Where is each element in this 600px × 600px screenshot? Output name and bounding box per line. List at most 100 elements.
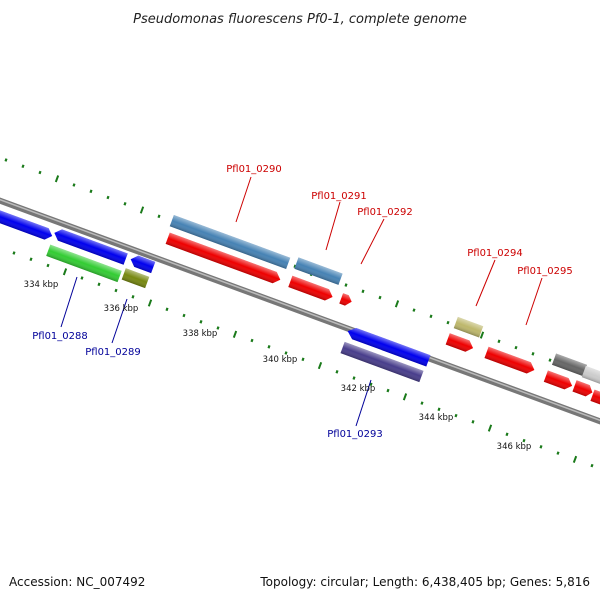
- gene-label-pfl01-0290[interactable]: Pfl01_0290: [226, 164, 282, 175]
- minor-tick: [157, 214, 161, 219]
- minor-tick: [114, 288, 118, 293]
- gene-arrow[interactable]: [340, 341, 424, 383]
- gene-track: [0, 201, 600, 408]
- gene-label-pfl01-0291[interactable]: Pfl01_0291: [311, 191, 367, 202]
- scale-label: 344 kbp: [419, 413, 454, 423]
- major-tick: [62, 268, 68, 276]
- leader-line: [475, 259, 496, 307]
- leader-line: [60, 276, 78, 328]
- minor-tick: [199, 320, 203, 324]
- major-tick: [402, 393, 408, 401]
- minor-tick: [72, 183, 76, 187]
- gene-arrow[interactable]: [346, 326, 431, 367]
- gene-arrow[interactable]: [129, 254, 156, 274]
- minor-tick: [89, 189, 93, 194]
- minor-tick: [548, 358, 552, 362]
- scale-label: 346 kbp: [497, 442, 532, 452]
- gene-arrow[interactable]: [52, 227, 128, 265]
- gene-shading: [130, 255, 156, 274]
- minor-tick: [335, 370, 339, 374]
- minor-tick: [412, 308, 416, 312]
- gene-arrow[interactable]: [169, 214, 291, 270]
- major-tick: [479, 331, 485, 339]
- major-tick: [54, 175, 60, 183]
- minor-tick: [369, 382, 373, 387]
- accession-text: Accession: NC_007492: [9, 575, 145, 589]
- minor-tick: [182, 313, 186, 318]
- gene-arrow[interactable]: [339, 293, 353, 307]
- leader-line: [360, 218, 385, 265]
- gene-shading: [453, 316, 484, 338]
- minor-tick: [267, 345, 271, 349]
- gene-arrow[interactable]: [46, 244, 122, 283]
- gene-arrow[interactable]: [288, 275, 334, 303]
- gene-shading: [288, 275, 333, 301]
- gene-arrow[interactable]: [551, 353, 588, 377]
- minor-tick: [497, 339, 501, 344]
- leader-line: [111, 298, 128, 344]
- gene-arrow[interactable]: [165, 232, 283, 286]
- gene-label-pfl01-0295[interactable]: Pfl01_0295: [517, 266, 573, 277]
- minor-tick: [123, 202, 127, 206]
- gene-label-pfl01-0293[interactable]: Pfl01_0293: [327, 429, 383, 440]
- leader-line: [355, 379, 372, 427]
- gene-arrow[interactable]: [484, 346, 536, 376]
- minor-tick: [446, 320, 450, 325]
- minor-tick: [522, 438, 526, 443]
- minor-tick: [250, 338, 254, 343]
- leader-line: [525, 277, 543, 326]
- minor-tick: [12, 251, 16, 255]
- gene-arrow[interactable]: [572, 380, 594, 398]
- minor-tick: [556, 451, 560, 455]
- minor-tick: [471, 420, 475, 424]
- minor-tick: [386, 388, 390, 393]
- minor-tick: [429, 314, 433, 319]
- minor-tick: [38, 170, 42, 175]
- gene-label-pfl01-0292[interactable]: Pfl01_0292: [357, 207, 413, 218]
- minor-tick: [437, 407, 441, 412]
- gene-label-pfl01-0289[interactable]: Pfl01_0289: [85, 347, 141, 358]
- scale-label: 342 kbp: [341, 384, 376, 394]
- gene-arrow[interactable]: [294, 257, 343, 285]
- gene-shading: [581, 365, 600, 388]
- major-tick: [572, 455, 578, 463]
- gene-arrow[interactable]: [445, 333, 475, 354]
- gene-shading: [0, 201, 53, 240]
- gene-shading: [551, 353, 588, 377]
- gene-arrow[interactable]: [121, 268, 150, 289]
- gene-arrow[interactable]: [453, 316, 484, 338]
- gene-arrow[interactable]: [590, 389, 600, 408]
- minor-tick: [344, 283, 348, 287]
- minor-tick: [361, 289, 365, 294]
- gene-arrow[interactable]: [581, 365, 600, 388]
- gene-shading: [340, 341, 424, 383]
- minor-tick: [97, 282, 101, 287]
- label-leaders: [60, 176, 543, 427]
- minor-tick: [352, 376, 356, 380]
- scale-label: 338 kbp: [183, 329, 218, 339]
- minor-tick: [420, 401, 424, 405]
- gene-shading: [165, 232, 281, 284]
- gene-label-pfl01-0288[interactable]: Pfl01_0288: [32, 331, 88, 342]
- minor-tick: [80, 276, 84, 280]
- gene-shading: [445, 333, 474, 352]
- scale-label: 340 kbp: [263, 355, 298, 365]
- genome-backbone: [0, 197, 600, 425]
- leader-line: [325, 201, 341, 251]
- major-tick: [487, 424, 493, 432]
- minor-tick: [29, 257, 33, 262]
- gene-label-pfl01-0294[interactable]: Pfl01_0294: [467, 248, 523, 259]
- minor-tick: [590, 463, 594, 468]
- minor-tick: [505, 432, 509, 437]
- minor-tick: [531, 352, 535, 356]
- minor-tick: [514, 345, 518, 350]
- gene-arrow[interactable]: [0, 201, 54, 241]
- major-tick: [139, 206, 145, 214]
- minor-tick: [539, 445, 543, 449]
- gene-arrow[interactable]: [543, 370, 574, 392]
- minor-tick: [131, 295, 135, 299]
- minor-tick: [4, 158, 8, 162]
- gene-labels: Pfl01_0290 Pfl01_0291 Pfl01_0292 Pfl01_0…: [32, 164, 573, 440]
- gene-shading: [54, 229, 128, 265]
